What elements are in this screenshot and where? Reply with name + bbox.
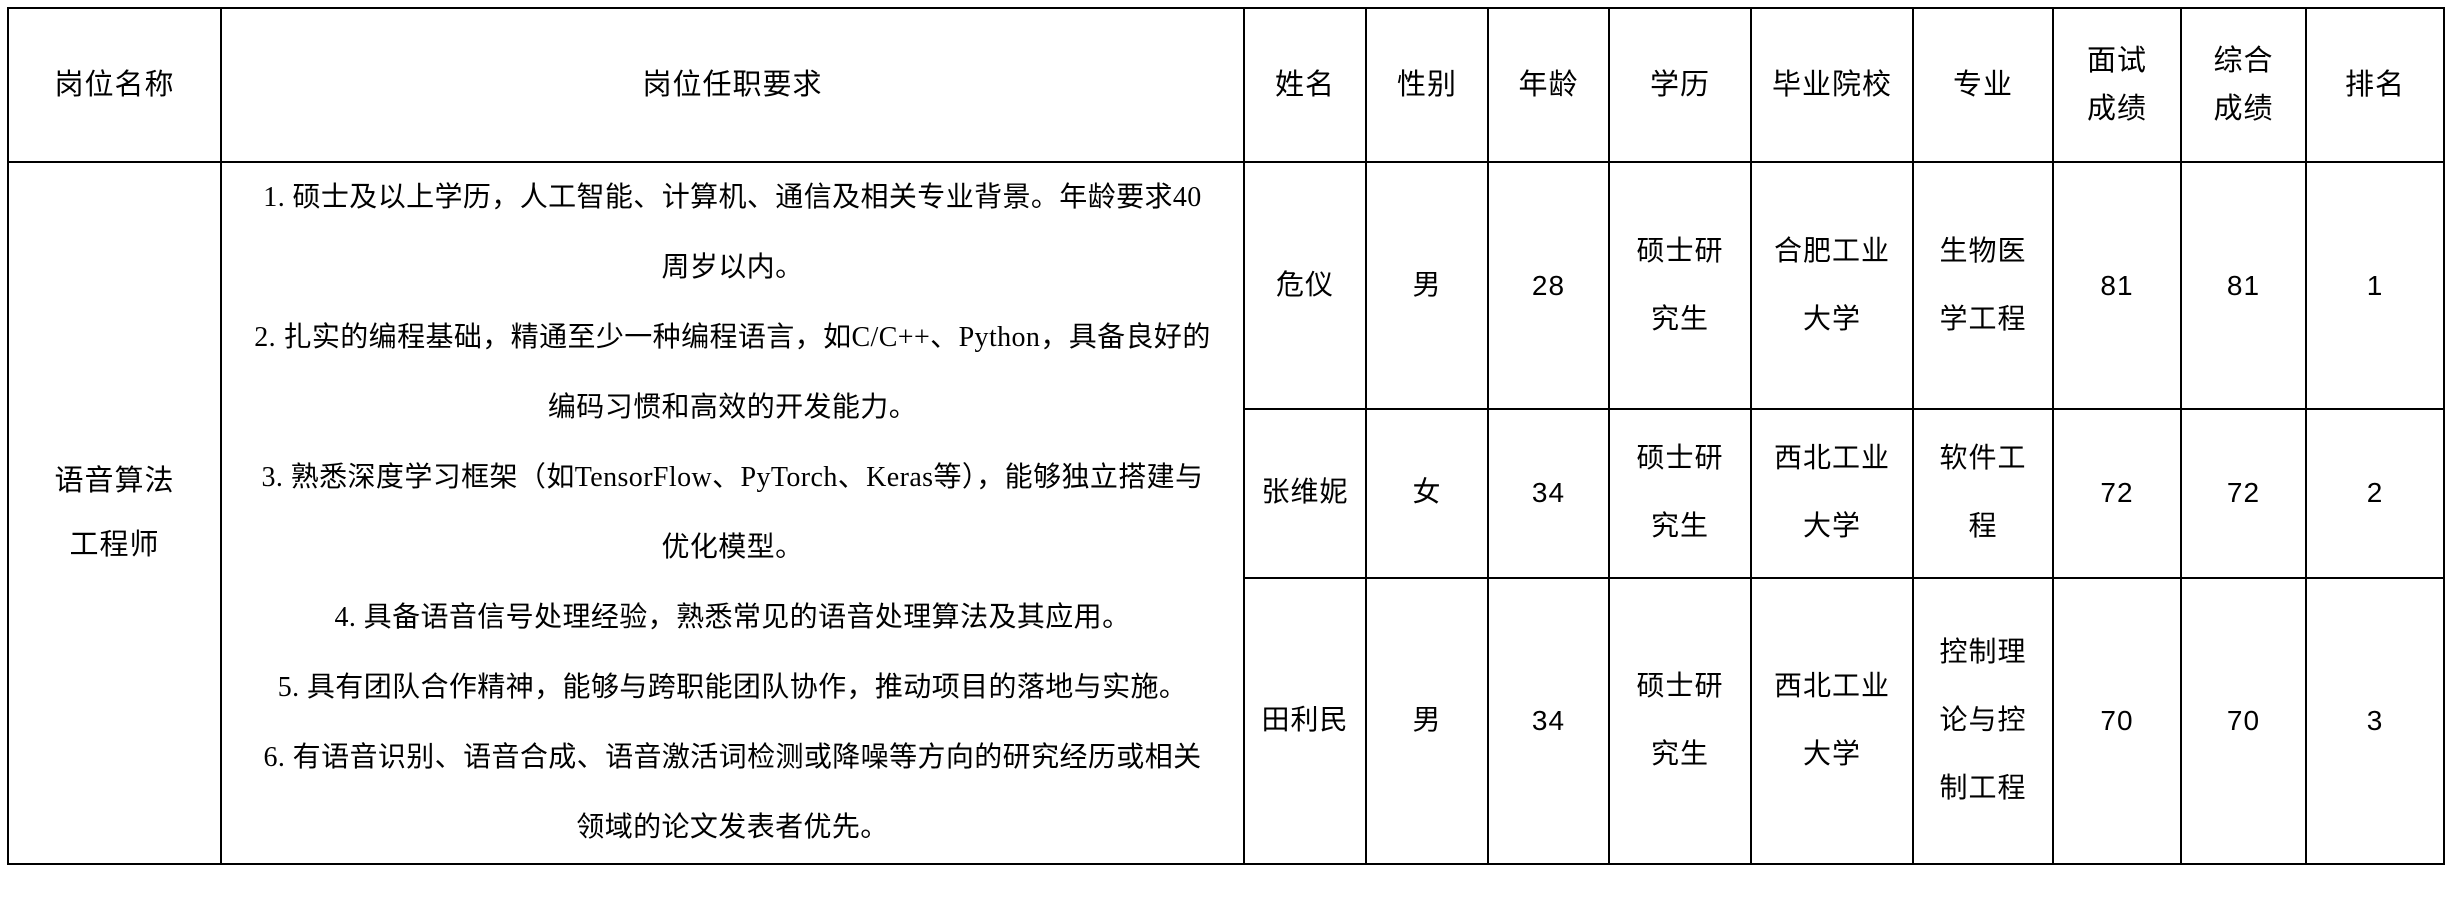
candidate-major: 控制理 论与控 制工程 <box>1912 576 2054 866</box>
table-header-row: 岗位名称 岗位任职要求 姓名 性别 年龄 学历 毕业院校 专业 面试 成绩 综合… <box>7 7 2445 163</box>
table-row: 田利民 男 34 硕士研 究生 西北工业 大学 控制理 论与控 制工程 70 7… <box>8 576 2445 866</box>
header-interview-score-line1: 面试 <box>2086 45 2147 77</box>
candidate-overall-score: 72 <box>2180 408 2307 579</box>
candidate-age: 28 <box>1487 160 1610 411</box>
post-name-line2: 工程师 <box>69 529 160 561</box>
candidate-major-line3: 制工程 <box>1939 772 2027 804</box>
header-overall-score-line2: 成绩 <box>2213 93 2274 125</box>
header-gender: 性别 <box>1365 7 1489 163</box>
recruitment-results-table: 岗位名称 岗位任职要求 姓名 性别 年龄 学历 毕业院校 专业 面试 成绩 综合… <box>7 7 2445 866</box>
candidate-rank: 3 <box>2305 576 2445 866</box>
candidate-school-line1: 西北工业 <box>1773 443 1890 475</box>
candidate-gender: 男 <box>1365 576 1489 866</box>
header-age: 年龄 <box>1487 7 1610 163</box>
requirement-line: 5. 具有团队合作精神，能够与跨职能团队协作，推动项目的落地与实施。 <box>277 672 1188 703</box>
candidate-major-line2: 学工程 <box>1939 303 2027 335</box>
requirement-line: 周岁以内。 <box>661 252 804 283</box>
candidate-major-line1: 生物医 <box>1939 235 2027 267</box>
candidate-education: 硕士研 究生 <box>1608 408 1752 579</box>
candidate-education: 硕士研 究生 <box>1608 576 1752 866</box>
candidate-major: 生物医 学工程 <box>1912 160 2054 411</box>
candidate-gender: 女 <box>1365 408 1489 579</box>
header-requirements: 岗位任职要求 <box>220 7 1245 163</box>
candidate-name: 危仪 <box>1243 160 1367 411</box>
candidate-education-line2: 究生 <box>1650 511 1709 543</box>
candidate-education-line1: 硕士研 <box>1636 670 1724 702</box>
candidate-education: 硕士研 究生 <box>1608 160 1752 411</box>
candidate-rank: 1 <box>2305 160 2445 411</box>
candidate-major-line2: 程 <box>1968 511 1998 543</box>
candidate-name: 张维妮 <box>1243 408 1367 579</box>
requirement-line: 3. 熟悉深度学习框架（如TensorFlow、PyTorch、Keras等），… <box>261 462 1204 493</box>
requirement-line: 2. 扎实的编程基础，精通至少一种编程语言，如C/C++、Python，具备良好… <box>254 322 1211 353</box>
header-school: 毕业院校 <box>1750 7 1914 163</box>
header-overall-score-line1: 综合 <box>2213 45 2274 77</box>
requirement-line: 1. 硕士及以上学历，人工智能、计算机、通信及相关专业背景。年龄要求40 <box>263 182 1202 213</box>
requirement-line: 6. 有语音识别、语音合成、语音激活词检测或降噪等方向的研究经历或相关 <box>263 742 1202 773</box>
candidate-overall-score: 81 <box>2180 160 2307 411</box>
post-name-line1: 语音算法 <box>54 465 175 497</box>
candidate-school: 西北工业 大学 <box>1750 408 1914 579</box>
header-post: 岗位名称 <box>7 7 222 163</box>
post-name-cell: 语音算法 工程师 <box>7 161 222 865</box>
candidate-education-line2: 究生 <box>1650 738 1709 770</box>
table-row: 语音算法 工程师 1. 硕士及以上学历，人工智能、计算机、通信及相关专业背景。年… <box>7 160 2445 865</box>
candidate-age: 34 <box>1487 576 1610 866</box>
requirement-line: 4. 具备语音信号处理经验，熟悉常见的语音处理算法及其应用。 <box>334 602 1131 633</box>
candidate-gender: 男 <box>1365 160 1489 411</box>
candidate-major-line2: 论与控 <box>1939 704 2027 736</box>
header-rank: 排名 <box>2305 7 2445 163</box>
requirements-cell: 1. 硕士及以上学历，人工智能、计算机、通信及相关专业背景。年龄要求40 周岁以… <box>220 161 1245 865</box>
table-row: 张维妮 女 34 硕士研 究生 西北工业 大学 软件工 程 72 72 2 <box>8 408 2445 579</box>
candidate-education-line1: 硕士研 <box>1636 235 1724 267</box>
header-overall-score: 综合 成绩 <box>2180 7 2307 163</box>
candidate-rank: 2 <box>2305 408 2445 579</box>
header-interview-score-line2: 成绩 <box>2086 93 2147 125</box>
candidate-school-line1: 西北工业 <box>1773 670 1890 702</box>
candidate-school: 西北工业 大学 <box>1750 576 1914 866</box>
candidate-overall-score: 70 <box>2180 576 2307 866</box>
candidate-name: 田利民 <box>1243 576 1367 866</box>
candidate-education-line1: 硕士研 <box>1636 443 1724 475</box>
requirement-line: 优化模型。 <box>661 532 804 563</box>
candidate-age: 34 <box>1487 408 1610 579</box>
candidate-major-line1: 控制理 <box>1939 636 2027 668</box>
header-major: 专业 <box>1912 7 2054 163</box>
candidate-major-line1: 软件工 <box>1939 443 2027 475</box>
header-education: 学历 <box>1608 7 1752 163</box>
candidate-school-line2: 大学 <box>1802 303 1861 335</box>
candidate-major: 软件工 程 <box>1912 408 2054 579</box>
candidate-education-line2: 究生 <box>1650 303 1709 335</box>
candidate-interview-score: 70 <box>2052 576 2182 866</box>
header-name: 姓名 <box>1243 7 1367 163</box>
candidate-interview-score: 81 <box>2052 160 2182 411</box>
candidate-interview-score: 72 <box>2052 408 2182 579</box>
requirement-line: 领域的论文发表者优先。 <box>576 812 889 843</box>
header-interview-score: 面试 成绩 <box>2052 7 2182 163</box>
candidate-school-line2: 大学 <box>1802 738 1861 770</box>
requirement-line: 编码习惯和高效的开发能力。 <box>547 392 918 423</box>
candidate-school-line2: 大学 <box>1802 511 1861 543</box>
candidate-school-line1: 合肥工业 <box>1773 235 1890 267</box>
candidate-school: 合肥工业 大学 <box>1750 160 1914 411</box>
